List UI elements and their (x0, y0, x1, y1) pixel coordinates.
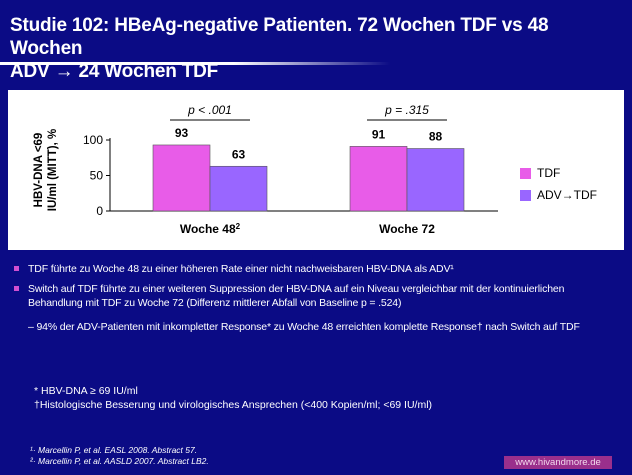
reference: ²· Marcellin P, et al. AASLD 2007. Abstr… (30, 456, 209, 466)
references: ¹· Marcellin P, et al. EASL 2008. Abstra… (30, 445, 209, 467)
bar (152, 144, 211, 212)
data-label: 63 (232, 147, 246, 161)
legend-swatch-tdf (520, 167, 531, 179)
x-tick-label: Woche 482 (180, 222, 241, 237)
chart-panel: HBV-DNA <69 IU/ml (MITT), % 0 50 100 93 63 p … (8, 90, 624, 250)
bullet-marker (14, 286, 19, 291)
sub-bullet: – 94% der ADV-Patienten mit inkompletter… (28, 321, 580, 333)
legend-label-tdf: TDF (537, 166, 561, 180)
bar (209, 165, 268, 212)
bullet-item: TDF führte zu Woche 48 zu einer höheren … (14, 262, 614, 276)
x-tick-label: Woche 72 (379, 222, 435, 236)
bullet-marker (14, 266, 19, 271)
chart-legend: TDF ADV→TDF (520, 162, 597, 206)
y-tick-label: 50 (90, 169, 104, 183)
y-tick-label: 100 (83, 133, 103, 147)
footnotes: * HBV-DNA ≥ 69 IU/ml †Histologische Bess… (34, 384, 432, 412)
x-tick-superscript: 2 (236, 222, 241, 231)
legend-item-adv-tdf: ADV→TDF (520, 184, 597, 206)
slide-title-line-1: Studie 102: HBeAg-negative Patienten. 72… (10, 15, 549, 59)
website-link[interactable]: www.hivandmore.de (504, 456, 612, 469)
bullet-item: Switch auf TDF führte zu einer weiteren … (14, 282, 614, 310)
legend-label-adv-tdf: ADV→TDF (537, 188, 597, 202)
slide-title: Studie 102: HBeAg-negative Patienten. 72… (10, 14, 620, 83)
reference: ¹· Marcellin P, et al. EASL 2008. Abstra… (30, 445, 198, 455)
bullet-text: Switch auf TDF führte zu einer weiteren … (28, 283, 565, 309)
data-label: 93 (175, 126, 189, 140)
p-value-label: p = .315 (384, 103, 429, 117)
bar (406, 148, 465, 212)
data-label: 88 (429, 130, 443, 144)
bar (349, 146, 408, 212)
legend-swatch-adv-tdf (520, 189, 531, 201)
bullet-list: TDF führte zu Woche 48 zu einer höheren … (14, 262, 614, 334)
y-tick-label: 0 (96, 204, 103, 218)
bullet-text: TDF führte zu Woche 48 zu einer höheren … (28, 263, 454, 275)
slide-title-line-2: ADV → 24 Wochen TDF (10, 61, 219, 82)
data-label: 91 (372, 127, 386, 141)
bar-chart: 0 50 100 93 63 p < .001 Woche 482 91 88p = .315 W… (83, 103, 498, 237)
footnote: * HBV-DNA ≥ 69 IU/ml (34, 385, 138, 397)
footnote: †Histologische Besserung und virologisch… (34, 399, 433, 411)
legend-item-tdf: TDF (520, 162, 597, 184)
p-value-label: p < .001 (187, 103, 232, 117)
title-underline (0, 62, 390, 65)
